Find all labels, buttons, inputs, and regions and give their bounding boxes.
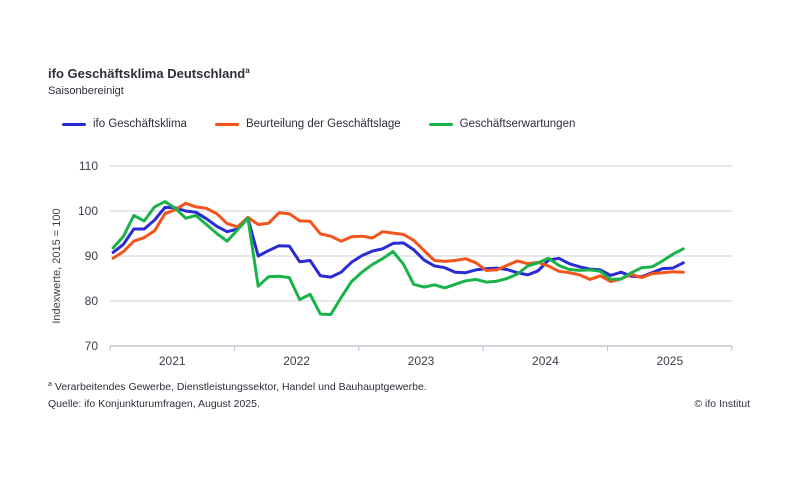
y-tick-label: 100 (78, 204, 98, 218)
legend-swatch-geschaeftslage (214, 122, 239, 126)
legend-label-geschaeftsklima: ifo Geschäftsklima (93, 118, 187, 130)
x-tick-label: 2024 (532, 354, 559, 368)
source-note: Quelle: ifo Konjunkturumfragen, August 2… (48, 398, 260, 410)
gridlines (110, 165, 732, 302)
x-tick-label: 2025 (656, 354, 683, 368)
series-lines (111, 200, 685, 316)
y-tick-label: 70 (85, 339, 99, 353)
chart-subtitle: Saisonbereinigt (48, 85, 124, 97)
x-tick-label: 2022 (283, 354, 310, 368)
x-tick-label: 2023 (408, 354, 435, 368)
y-axis-title: Indexwerte, 2015 = 100 (51, 208, 63, 323)
y-axis-ticks: 70 80 90 100 110 (78, 159, 98, 353)
legend-item-geschaeftsklima: ifo Geschäftsklima (62, 118, 187, 130)
series-line-geschaeftserwartungen (111, 200, 685, 316)
x-axis: 2021 2022 2023 2024 2025 (109, 345, 733, 368)
series-line-geschaeftslage (111, 201, 685, 284)
footnote-marker: a (48, 381, 52, 388)
chart-title-text: ifo Geschäftsklima Deutschland (48, 66, 246, 81)
footnote-text: Verarbeitendes Gewerbe, Dienstleistungss… (54, 381, 427, 393)
legend-label-geschaeftslage: Beurteilung der Geschäftslage (245, 118, 401, 130)
legend-item-geschaeftslage: Beurteilung der Geschäftslage (214, 118, 401, 130)
legend-item-geschaeftserwartungen: Geschäftserwartungen (428, 118, 576, 130)
legend: ifo Geschäftsklima Beurteilung der Gesch… (62, 118, 603, 130)
y-tick-label: 90 (85, 249, 99, 263)
y-tick-label: 80 (85, 294, 99, 308)
x-tick-label: 2021 (159, 354, 186, 368)
footnote: a Verarbeitendes Gewerbe, Dienstleistungs… (48, 381, 427, 393)
y-tick-label: 110 (79, 159, 98, 173)
legend-swatch-geschaeftsklima (62, 122, 86, 126)
legend-swatch-geschaeftserwartungen (428, 122, 453, 126)
copyright: © ifo Institut (694, 398, 750, 410)
legend-label-geschaeftserwartungen: Geschäftserwartungen (459, 118, 576, 130)
chart-title: ifo Geschäftsklima Deutschlanda (48, 66, 250, 81)
title-footnote-marker: a (245, 66, 250, 75)
